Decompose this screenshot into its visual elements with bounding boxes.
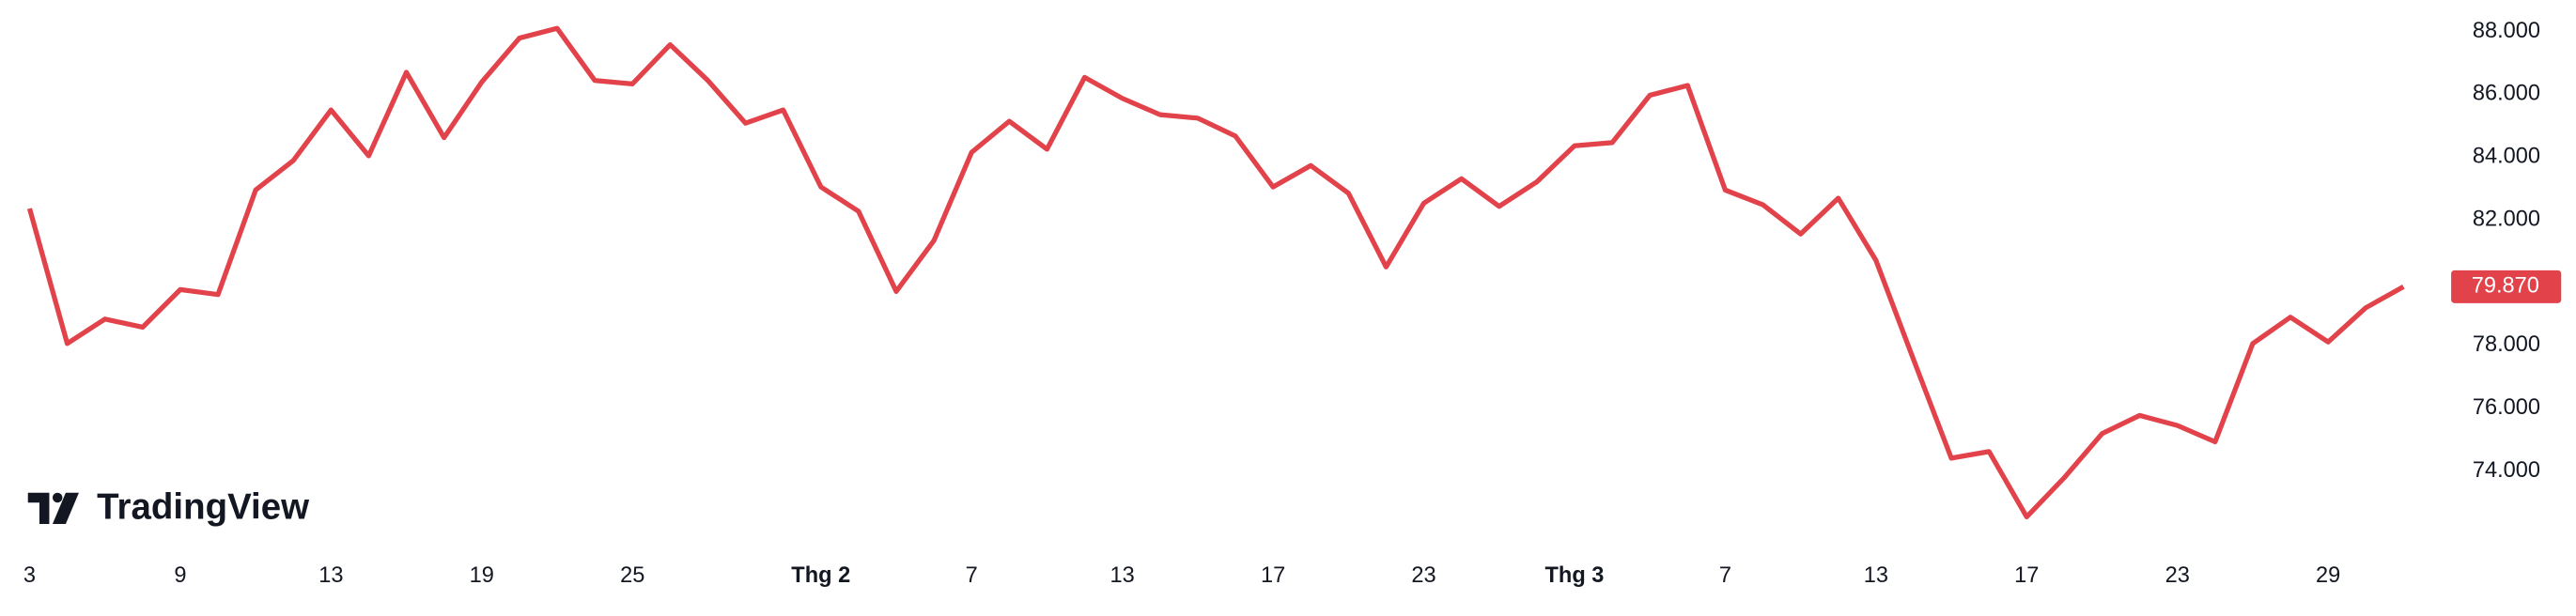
x-tick-label: Thg 2 [791,563,850,588]
x-tick-label: Thg 3 [1545,563,1605,588]
price-line [26,25,2405,520]
x-tick-label: 23 [2165,563,2190,588]
x-tick-label: 17 [2014,563,2039,588]
y-tick-label: 84.000 [2473,145,2540,169]
last-value-box [2451,270,2562,303]
x-tick-label: 13 [318,563,343,588]
y-tick-label: 82.000 [2473,207,2540,231]
x-tick-label: 7 [966,563,978,588]
logo: TradingView [27,486,309,527]
y-tick-label: 78.000 [2473,332,2540,357]
x-tick-label: 29 [2316,563,2340,588]
x-tick-label: 7 [1719,563,1731,588]
y-tick-label: 86.000 [2473,82,2540,106]
x-tick-label: 13 [1864,563,1888,588]
y-tick-label: 88.000 [2473,19,2540,43]
x-tick-label: 13 [1110,563,1135,588]
x-tick-label: 25 [620,563,644,588]
last-value-label: 79.870 [2472,274,2539,299]
x-tick-label: 3 [23,563,36,588]
x-tick-label: 9 [174,563,186,588]
y-tick-label: 76.000 [2473,395,2540,420]
x-tick-label: 19 [470,563,494,588]
x-tick-label: 23 [1411,563,1435,588]
x-tick-label: 17 [1261,563,1285,588]
y-tick-label: 74.000 [2473,458,2540,483]
watermark: TradingView [97,486,309,527]
